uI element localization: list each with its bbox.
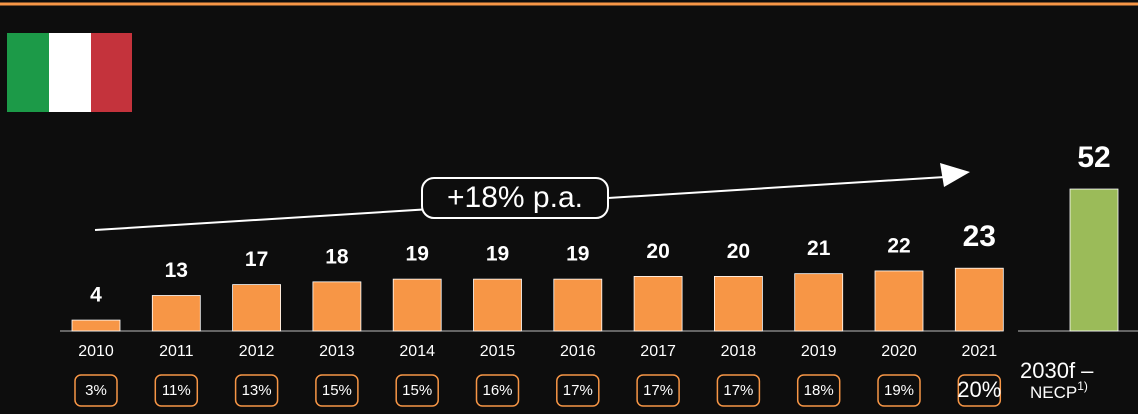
x-tick-label: 2021 bbox=[962, 343, 998, 360]
value-label: 13 bbox=[165, 259, 188, 282]
bar bbox=[714, 275, 763, 332]
share-label: 19% bbox=[884, 382, 914, 399]
bar bbox=[1069, 188, 1119, 332]
bar bbox=[392, 278, 442, 332]
value-label: 19 bbox=[486, 243, 509, 266]
value-label: 19 bbox=[406, 243, 429, 266]
share-box bbox=[636, 374, 680, 407]
value-label: 19 bbox=[566, 243, 589, 266]
x-tick-label: 2016 bbox=[560, 343, 596, 360]
x-tick-label: 2019 bbox=[801, 343, 837, 360]
share-box bbox=[716, 374, 761, 407]
x-tick-label: 2018 bbox=[721, 343, 757, 360]
share-label: 15% bbox=[322, 382, 352, 399]
share-box bbox=[234, 374, 279, 407]
share-box bbox=[475, 374, 520, 407]
value-label: 20 bbox=[727, 240, 750, 263]
value-label: 52 bbox=[1077, 141, 1110, 174]
bar bbox=[71, 319, 121, 332]
share-label: 11% bbox=[162, 382, 191, 399]
value-label: 22 bbox=[887, 234, 910, 257]
share-label: 18% bbox=[804, 382, 834, 399]
share-label: 17% bbox=[643, 382, 673, 399]
share-label: 15% bbox=[402, 382, 432, 399]
flag bbox=[7, 33, 132, 112]
share-label: 17% bbox=[723, 382, 753, 399]
bar bbox=[633, 275, 683, 332]
note-sup: 1) bbox=[1077, 379, 1088, 393]
bar bbox=[312, 281, 362, 332]
share-box bbox=[556, 374, 600, 407]
value-label: 20 bbox=[646, 240, 669, 263]
x-tick-label: 2020 bbox=[881, 343, 917, 360]
x-tick-label: 2017 bbox=[640, 343, 676, 360]
value-label: 23 bbox=[963, 220, 996, 253]
x-tick-label: 2015 bbox=[480, 343, 516, 360]
share-box bbox=[796, 374, 841, 407]
bar bbox=[874, 270, 924, 332]
bar bbox=[553, 278, 603, 332]
note: NECP bbox=[1030, 383, 1077, 402]
value-label: 4 bbox=[90, 284, 102, 307]
forecast-label: 2030f – bbox=[1020, 358, 1094, 383]
share-box bbox=[395, 374, 439, 407]
x-tick-label: 2010 bbox=[78, 343, 114, 360]
bar bbox=[473, 278, 522, 332]
bar bbox=[232, 284, 282, 332]
annotation-box bbox=[421, 177, 609, 219]
share-box bbox=[957, 374, 1002, 407]
x-tick-label: 2013 bbox=[319, 343, 355, 360]
share-label: 17% bbox=[563, 382, 593, 399]
value-label: 17 bbox=[245, 248, 268, 271]
x-tick-label: 2011 bbox=[159, 343, 194, 360]
x-tick-label: 2014 bbox=[399, 343, 435, 360]
share-label: 13% bbox=[242, 382, 272, 399]
value-label: 21 bbox=[807, 237, 831, 260]
share-label: 3% bbox=[85, 382, 107, 399]
share-label: 20% bbox=[957, 377, 1001, 402]
annotation: +18% p.a. bbox=[447, 181, 583, 214]
share-label: 16% bbox=[482, 382, 512, 399]
bar bbox=[954, 267, 1004, 332]
forecast-note: NECP1) bbox=[1030, 379, 1088, 402]
bar bbox=[151, 295, 201, 332]
share-box bbox=[877, 374, 921, 407]
share-box bbox=[74, 374, 118, 407]
share-box bbox=[154, 374, 199, 407]
x-tick-label: 2012 bbox=[239, 343, 275, 360]
arrow-head bbox=[940, 163, 970, 187]
bar bbox=[794, 273, 844, 332]
value-label: 18 bbox=[325, 245, 349, 268]
share-box bbox=[315, 374, 359, 407]
